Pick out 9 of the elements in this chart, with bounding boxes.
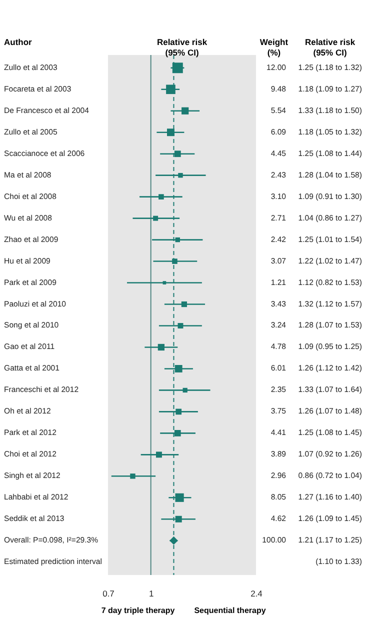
x-tick-label: 2.4: [250, 588, 263, 598]
annotation: Relative risk (95% CI): [156, 37, 208, 58]
text: Author: [4, 37, 33, 47]
text: 7 day triple therapy: [101, 606, 176, 615]
x-tick-label: 0.7: [102, 588, 115, 598]
text: Weight (%): [260, 37, 288, 58]
text: Relative risk (95% CI): [304, 37, 356, 58]
text: Sequential therapy: [194, 606, 266, 615]
x-tick-label: 1: [148, 588, 154, 598]
